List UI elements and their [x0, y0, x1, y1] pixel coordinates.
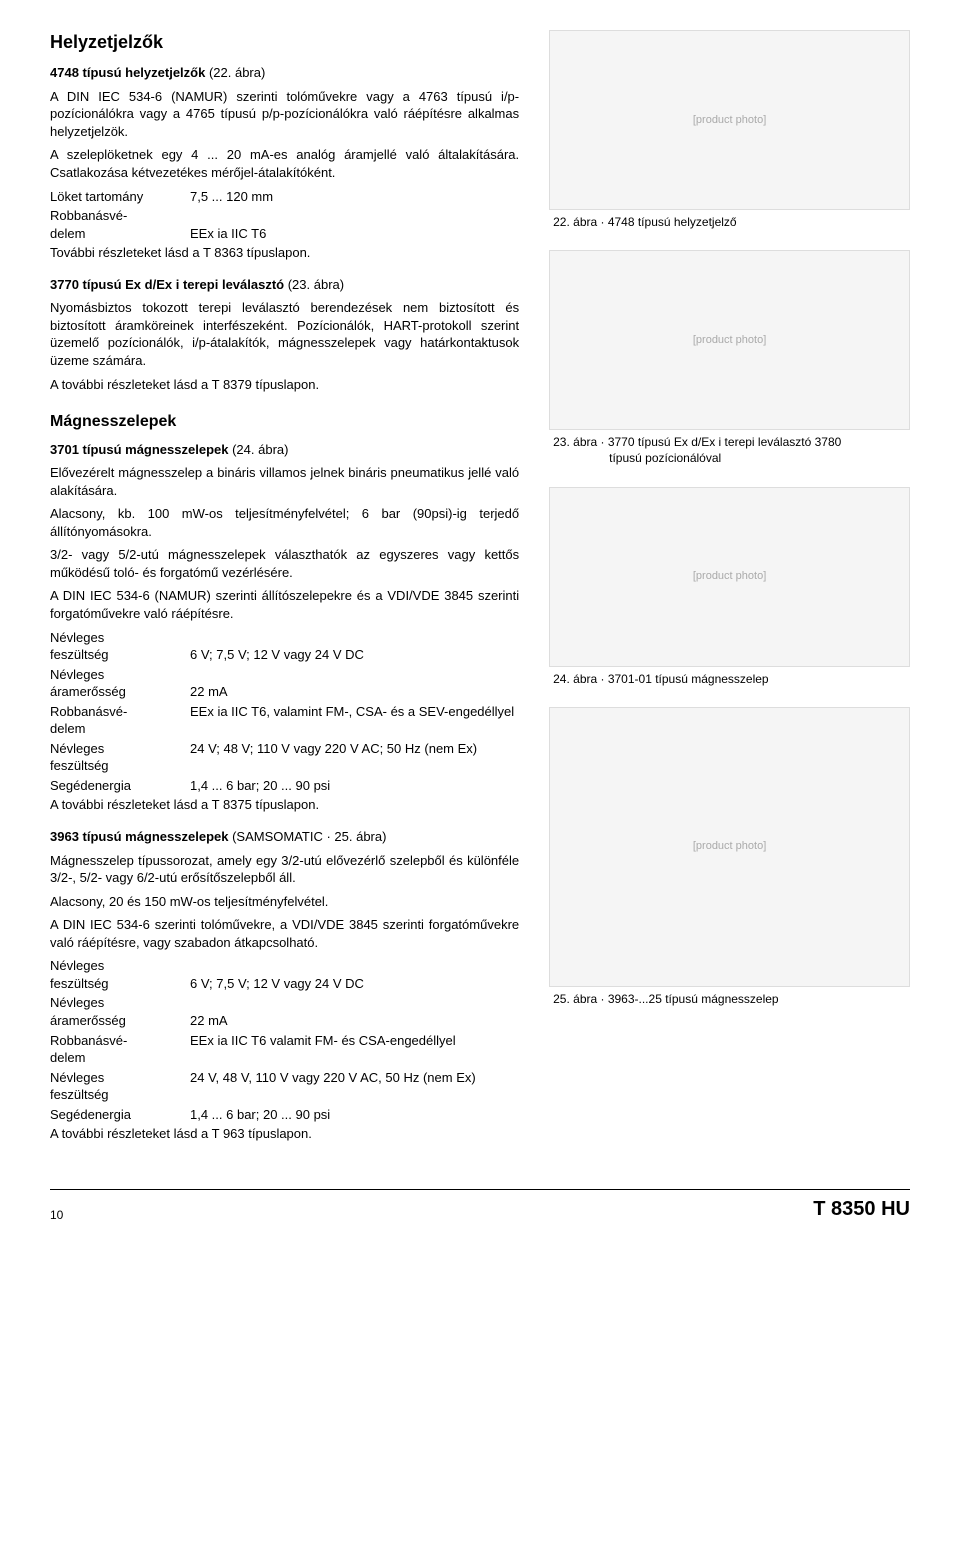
subhead-3770: 3770 típusú Ex d/Ex i terepi leválasztó …: [50, 276, 519, 294]
s3701-p5: A további részleteket lásd a T 8375 típu…: [50, 796, 519, 814]
s3701-p2: Alacsony, kb. 100 mW-os teljesítményfelv…: [50, 505, 519, 540]
s3963-p1: Mágnesszelep típussorozat, amely egy 3/2…: [50, 852, 519, 887]
s3963-spec2: Névleges áramerősség 22 mA: [50, 994, 519, 1029]
s3963-spec1: Névleges feszültség 6 V; 7,5 V; 12 V vag…: [50, 957, 519, 992]
s3963-spec1-label: Névleges feszültség: [50, 957, 190, 992]
s3963-spec3-value: EEx ia IIC T6 valamit FM- és CSA-engedél…: [190, 1032, 519, 1067]
subhead-3963: 3963 típusú mágnesszelepek (SAMSOMATIC ·…: [50, 828, 519, 846]
exd-p2: A további részleteket lásd a T 8379 típu…: [50, 376, 519, 394]
s3963-spec5-label: Segédenergia: [50, 1106, 190, 1124]
s3701-spec2-label: Névleges áramerősség: [50, 666, 190, 701]
s3701-spec4: Névleges feszültség 24 V; 48 V; 110 V va…: [50, 740, 519, 775]
s3963-spec3: Robbanásvé- delem EEx ia IIC T6 valamit …: [50, 1032, 519, 1067]
hely-p1: A DIN IEC 534-6 (NAMUR) szerinti tolóműv…: [50, 88, 519, 141]
s3963-spec4: Névleges feszültség 24 V, 48 V, 110 V va…: [50, 1069, 519, 1104]
subhead-3963-bold: 3963 típusú mágnesszelepek: [50, 829, 228, 844]
section-title-magnesszelepek: Mágnesszelepek: [50, 411, 519, 433]
s3701-spec2: Névleges áramerősség 22 mA: [50, 666, 519, 701]
spec-loket-label: Löket tartomány: [50, 188, 190, 206]
s3701-spec5: Segédenergia 1,4 ... 6 bar; 20 ... 90 ps…: [50, 777, 519, 795]
subhead-3701-rest: (24. ábra): [228, 442, 288, 457]
s3701-spec1: Névleges feszültség 6 V; 7,5 V; 12 V vag…: [50, 629, 519, 664]
section-title-helyzetjelzok: Helyzetjelzők: [50, 30, 519, 54]
s3701-spec1-label: Névleges feszültség: [50, 629, 190, 664]
figure-22-caption: 22. ábra · 4748 típusú helyzetjelző: [549, 214, 910, 230]
s3963-spec2-label: Névleges áramerősség: [50, 994, 190, 1029]
subhead-3963-rest: (SAMSOMATIC · 25. ábra): [228, 829, 386, 844]
exd-p1: Nyomásbiztos tokozott terepi leválasztó …: [50, 299, 519, 369]
figure-25-caption: 25. ábra · 3963-...25 típusú mágnesszele…: [549, 991, 910, 1007]
figure-25-image: [product photo]: [549, 707, 910, 987]
s3963-spec1-value: 6 V; 7,5 V; 12 V vagy 24 V DC: [190, 975, 519, 993]
figure-22: [product photo] 22. ábra · 4748 típusú h…: [549, 30, 910, 230]
s3963-spec3-label: Robbanásvé- delem: [50, 1032, 190, 1067]
s3701-spec4-label: Névleges feszültség: [50, 740, 190, 775]
spec-loket-value: 7,5 ... 120 mm: [190, 188, 519, 206]
s3701-spec1-value: 6 V; 7,5 V; 12 V vagy 24 V DC: [190, 646, 519, 664]
page-number: 10: [50, 1207, 63, 1223]
s3963-spec5: Segédenergia 1,4 ... 6 bar; 20 ... 90 ps…: [50, 1106, 519, 1124]
subhead-3770-bold: 3770 típusú Ex d/Ex i terepi leválasztó: [50, 277, 284, 292]
s3701-spec2-value: 22 mA: [190, 683, 519, 701]
subhead-4748-bold: 4748 típusú helyzetjelzők: [50, 65, 205, 80]
s3701-p1: Elővezérelt mágnesszelep a bináris villa…: [50, 464, 519, 499]
s3963-spec4-value: 24 V, 48 V, 110 V vagy 220 V AC, 50 Hz (…: [190, 1069, 519, 1104]
spec-robb-label: Robbanásvé- delem: [50, 207, 190, 242]
page-footer: 10 T 8350 HU: [50, 1189, 910, 1223]
spec-robb-value: EEx ia IIC T6: [190, 225, 519, 243]
figure-24-caption: 24. ábra · 3701-01 típusú mágnesszelep: [549, 671, 910, 687]
spec-robb: Robbanásvé- delem EEx ia IIC T6: [50, 207, 519, 242]
figure-24-image: [product photo]: [549, 487, 910, 667]
s3701-spec3-label: Robbanásvé- delem: [50, 703, 190, 738]
s3701-spec3: Robbanásvé- delem EEx ia IIC T6, valamin…: [50, 703, 519, 738]
hely-p2: A szeleplöketnek egy 4 ... 20 mA-es anal…: [50, 146, 519, 181]
subhead-4748: 4748 típusú helyzetjelzők (22. ábra): [50, 64, 519, 82]
main-two-column-layout: Helyzetjelzők 4748 típusú helyzetjelzők …: [50, 30, 910, 1149]
subhead-3701: 3701 típusú mágnesszelepek (24. ábra): [50, 441, 519, 459]
subhead-3770-rest: (23. ábra): [284, 277, 344, 292]
s3963-spec5-value: 1,4 ... 6 bar; 20 ... 90 psi: [190, 1106, 519, 1124]
s3963-spec2-value: 22 mA: [190, 1012, 519, 1030]
figure-24: [product photo] 24. ábra · 3701-01 típus…: [549, 487, 910, 687]
s3701-spec3-value: EEx ia IIC T6, valamint FM-, CSA- és a S…: [190, 703, 519, 738]
s3963-spec4-label: Névleges feszültség: [50, 1069, 190, 1104]
s3701-spec5-label: Segédenergia: [50, 777, 190, 795]
figure-23: [product photo] 23. ábra · 3770 típusú E…: [549, 250, 910, 466]
left-column: Helyzetjelzők 4748 típusú helyzetjelzők …: [50, 30, 519, 1149]
document-code: T 8350 HU: [813, 1196, 910, 1223]
subhead-4748-rest: (22. ábra): [205, 65, 265, 80]
s3701-spec5-value: 1,4 ... 6 bar; 20 ... 90 psi: [190, 777, 519, 795]
s3963-p4: A további részleteket lásd a T 963 típus…: [50, 1125, 519, 1143]
figure-23-caption2: típusú pozícionálóval: [549, 450, 910, 466]
s3701-p3: 3/2- vagy 5/2-utú mágnesszelepek választ…: [50, 546, 519, 581]
s3701-spec4-value: 24 V; 48 V; 110 V vagy 220 V AC; 50 Hz (…: [190, 740, 519, 775]
figure-25: [product photo] 25. ábra · 3963-...25 tí…: [549, 707, 910, 1007]
spec-loket: Löket tartomány 7,5 ... 120 mm: [50, 188, 519, 206]
figure-23-caption: 23. ábra · 3770 típusú Ex d/Ex i terepi …: [549, 434, 910, 450]
s3963-p3: A DIN IEC 534-6 szerinti tolóművekre, a …: [50, 916, 519, 951]
right-column: [product photo] 22. ábra · 4748 típusú h…: [549, 30, 910, 1149]
figure-22-image: [product photo]: [549, 30, 910, 210]
subhead-3701-bold: 3701 típusú mágnesszelepek: [50, 442, 228, 457]
hely-p3: További részleteket lásd a T 8363 típusl…: [50, 244, 519, 262]
s3701-p4: A DIN IEC 534-6 (NAMUR) szerinti állítós…: [50, 587, 519, 622]
figure-23-image: [product photo]: [549, 250, 910, 430]
s3963-p2: Alacsony, 20 és 150 mW-os teljesítményfe…: [50, 893, 519, 911]
